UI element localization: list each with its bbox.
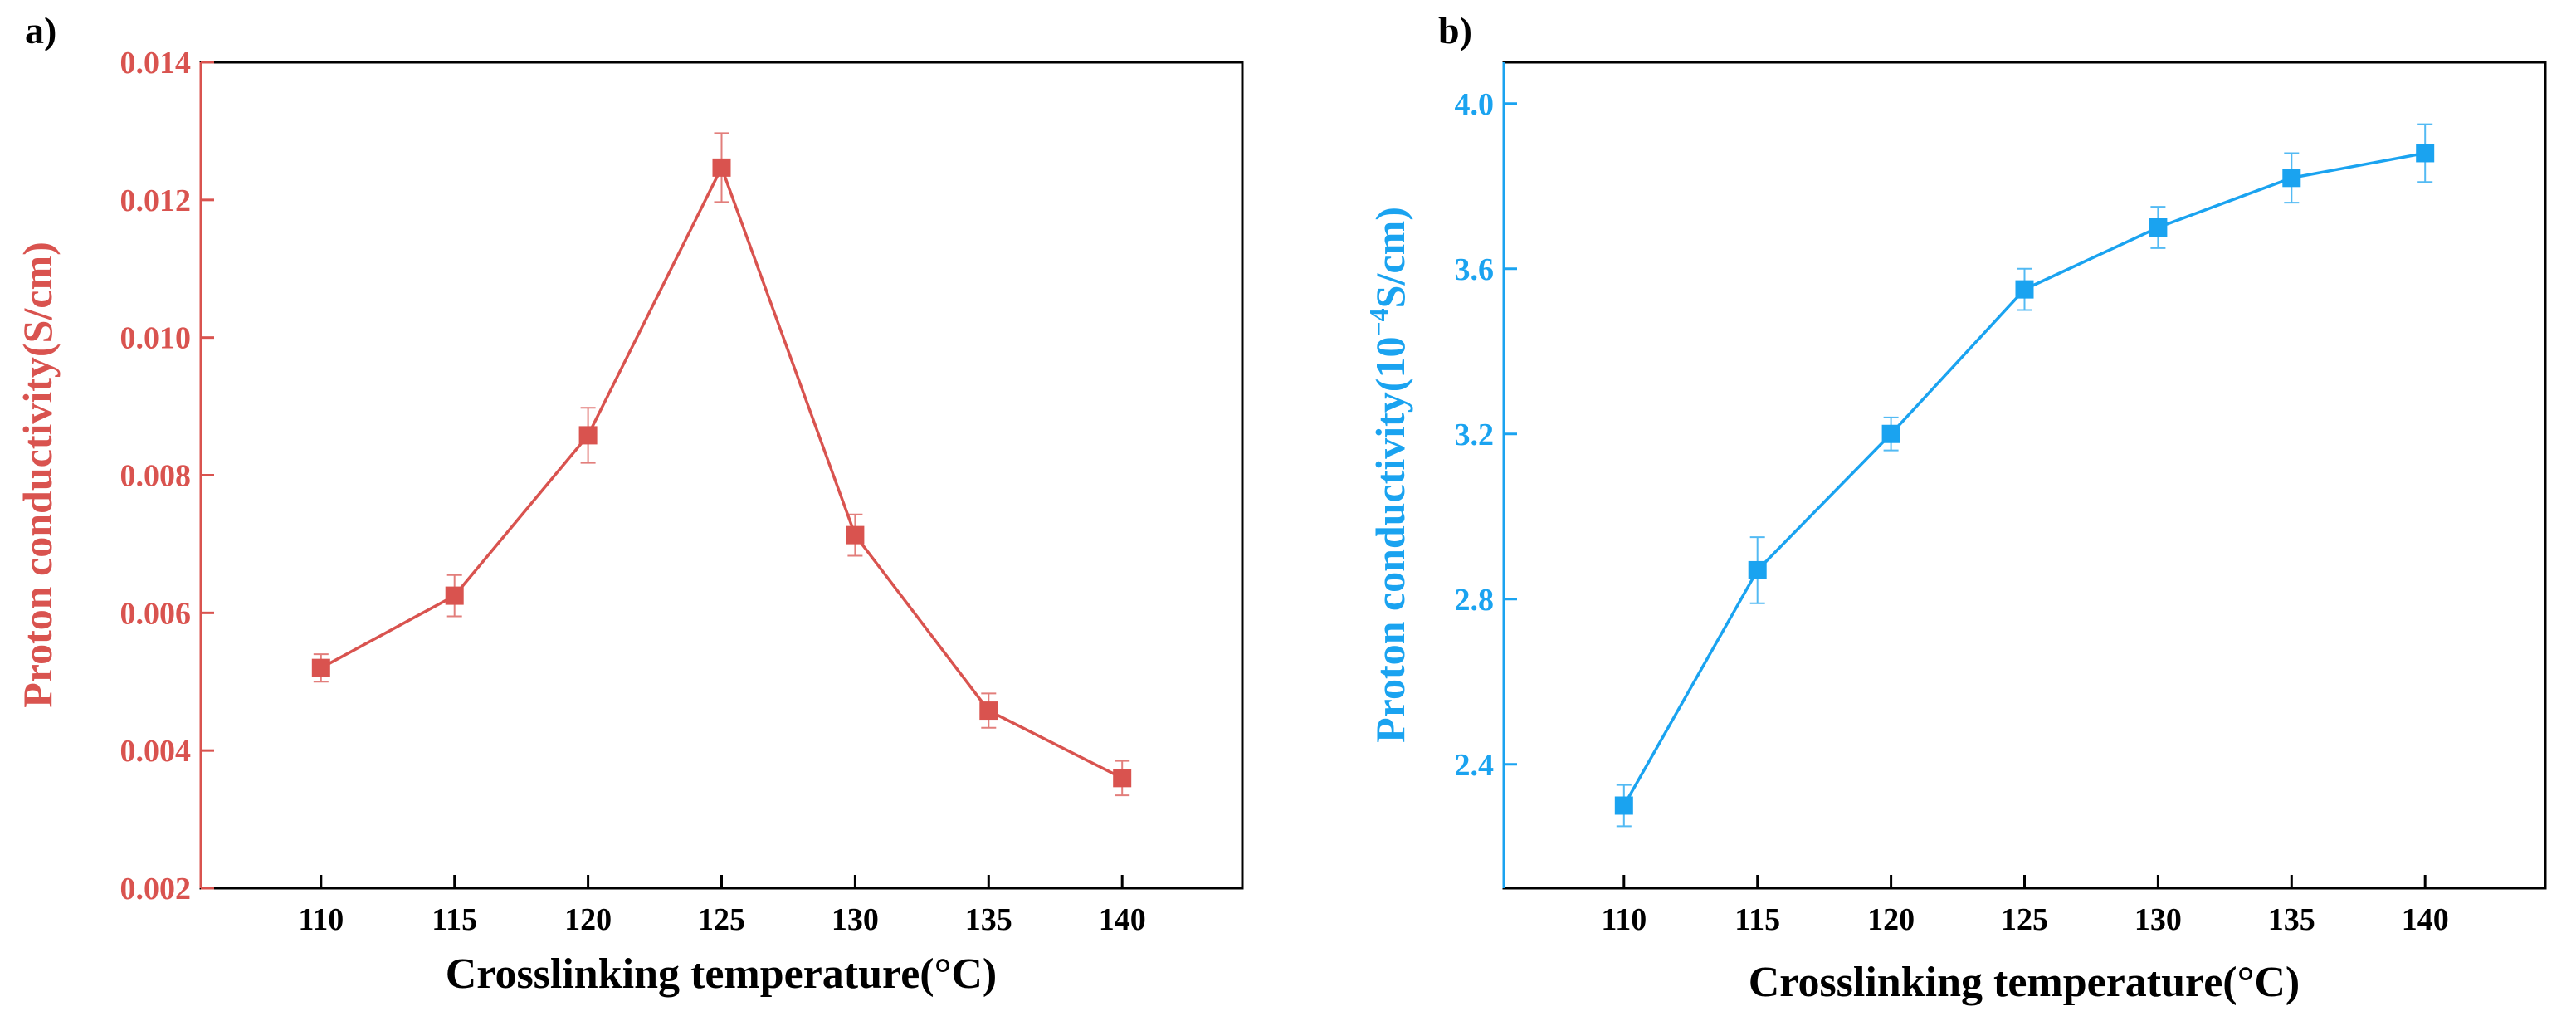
panel-a-x-tick-label: 125 <box>698 902 745 937</box>
panel-b-y-axis-title-tail: S/cm) <box>1367 207 1413 308</box>
panel-b-y-axis-title-superscript: −4 <box>1364 308 1393 336</box>
panel-a-data-point <box>445 586 464 605</box>
panel-b-x-tick-label: 130 <box>2134 902 2182 937</box>
panel-a-data-point <box>1113 769 1132 788</box>
panel-a-label: a) <box>25 9 56 51</box>
panel-a-x-tick-label: 130 <box>832 902 879 937</box>
panel-b-data-point <box>2416 144 2435 163</box>
panel-b: b) 2.4 2.8 3.2 3.6 4.0 110 115 120 125 130 135 140… <box>1364 9 2547 1006</box>
panel-a-x-tick-label: 135 <box>965 902 1012 937</box>
panel-a-data-point <box>846 525 865 545</box>
panel-a-y-tick-label: 0.010 <box>120 321 192 356</box>
panel-a-series <box>311 132 1132 797</box>
panel-b-series <box>1614 123 2435 828</box>
panel-b-x-tick-label: 115 <box>1734 902 1780 937</box>
panel-b-y-tick-label: 2.4 <box>1455 748 1495 783</box>
panel-b-x-tick-label: 110 <box>1601 902 1647 937</box>
panel-b-x-tick-label: 120 <box>1867 902 1915 937</box>
panel-b-x-tick-label: 125 <box>2001 902 2048 937</box>
panel-a-x-ticks: 110 115 120 125 130 135 140 <box>298 875 1146 937</box>
panel-b-y-tick-label: 3.6 <box>1455 252 1495 287</box>
panel-b-plot-frame <box>1502 61 2547 890</box>
panel-a-y-tick-label: 0.014 <box>120 46 192 81</box>
panel-b-y-tick-label: 3.2 <box>1455 418 1495 452</box>
panel-a-y-ticks: 0.002 0.004 0.006 0.008 0.010 0.012 0.014 <box>120 46 214 906</box>
panel-b-data-point <box>2015 280 2034 299</box>
panel-b-data-point <box>1614 796 1633 815</box>
panel-b-y-tick-label: 4.0 <box>1455 87 1495 122</box>
panel-b-x-axis-title: Crosslinking temperature(°C) <box>1749 959 2300 1006</box>
panel-a-x-tick-label: 115 <box>432 902 477 937</box>
panel-b-data-point <box>1748 560 1767 579</box>
panel-a-y-axis-title: Proton conductivity(S/cm) <box>14 242 61 708</box>
panel-a-y-tick-label: 0.004 <box>120 734 192 769</box>
panel-b-y-ticks: 2.4 2.8 3.2 3.6 4.0 <box>1455 87 1517 783</box>
panel-a-x-tick-label: 120 <box>564 902 612 937</box>
panel-b-x-tick-label: 135 <box>2268 902 2315 937</box>
panel-b-x-ticks: 110 115 120 125 130 135 140 <box>1601 875 2449 937</box>
panel-a-x-axis-title: Crosslinking temperature(°C) <box>446 950 998 998</box>
panel-a-data-point <box>578 426 598 445</box>
panel-a-y-tick-label: 0.002 <box>120 872 192 906</box>
panel-b-y-axis-title: Proton conductivity(10−4S/cm) <box>1364 207 1413 743</box>
panel-b-data-point <box>2282 169 2301 188</box>
panel-a-y-tick-label: 0.008 <box>120 459 192 494</box>
panel-a-data-point <box>311 658 330 677</box>
panel-a: a) 0.002 0.004 0.006 0.008 0.010 0.012 0.014 1… <box>14 9 1244 998</box>
panel-a-data-point <box>979 701 998 721</box>
panel-b-data-point <box>1881 424 1900 443</box>
panel-b-x-tick-label: 140 <box>2402 902 2449 937</box>
panel-a-y-tick-label: 0.006 <box>120 596 192 631</box>
panel-a-x-tick-label: 110 <box>298 902 344 937</box>
panel-a-y-tick-label: 0.012 <box>120 183 192 218</box>
panel-b-data-point <box>2149 218 2168 237</box>
panel-b-y-tick-label: 2.8 <box>1455 583 1495 618</box>
panel-a-x-tick-label: 140 <box>1099 902 1146 937</box>
panel-b-series-line <box>1622 151 2426 807</box>
panel-a-data-point <box>712 158 731 177</box>
panel-b-y-axis-title-main: Proton conductivity(10 <box>1367 337 1413 743</box>
panel-a-series-line <box>320 164 1123 779</box>
panel-b-label: b) <box>1438 9 1472 51</box>
